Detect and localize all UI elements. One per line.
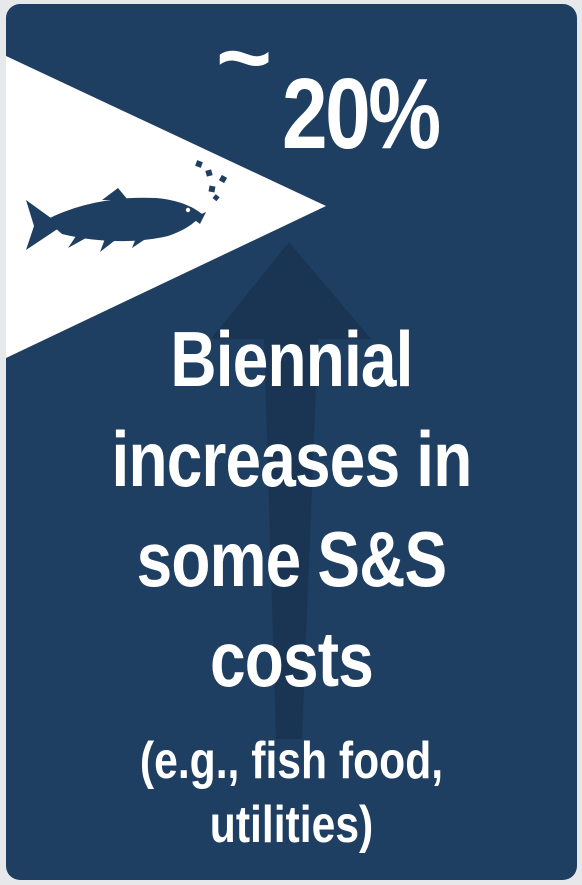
headline-line-2: increases in xyxy=(111,415,473,503)
headline-line-3: some S&S xyxy=(136,515,448,603)
salmon-icon xyxy=(26,188,206,252)
headline-line-4: costs xyxy=(209,615,374,703)
approx-symbol: ~ xyxy=(215,4,273,111)
headline-line-1: Biennial xyxy=(170,315,413,403)
headline: Biennial increases in some S&S costs xyxy=(6,309,577,709)
up-arrow-icon xyxy=(211,242,371,739)
stat-value: 20% xyxy=(282,58,441,170)
subtext-line-2: utilities) xyxy=(209,796,374,854)
infographic-card: ~ 20% Biennial increases in some S&S cos… xyxy=(6,4,577,880)
fish-food-pellets-icon xyxy=(195,160,228,202)
subtext-line-1: (e.g., fish food, xyxy=(139,732,444,790)
subtext: (e.g., fish food, utilities) xyxy=(6,729,577,857)
